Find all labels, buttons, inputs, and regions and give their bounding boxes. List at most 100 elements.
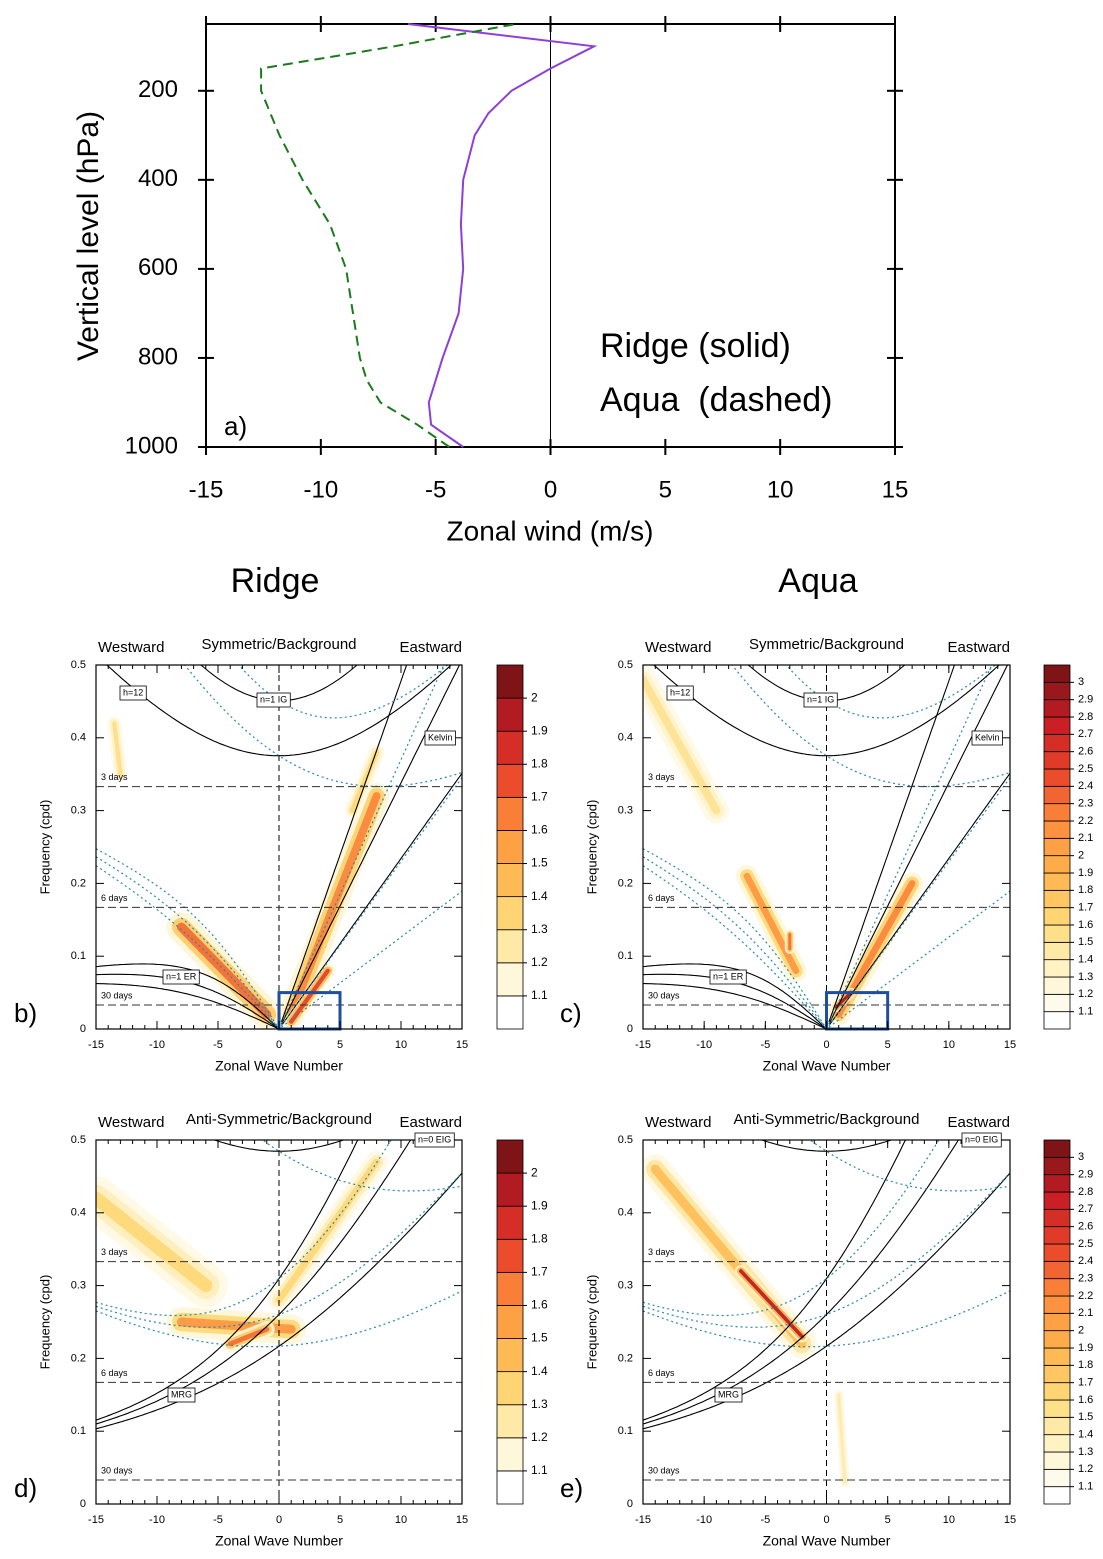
curve-label: MRG: [171, 1389, 192, 1399]
curve-label: n=1 ER: [713, 971, 744, 981]
doppler-dispersion-curve: [643, 1290, 1010, 1348]
y-tick-label: 0.4: [71, 1207, 86, 1219]
doppler-dispersion-curve: [828, 890, 1010, 1028]
x-tick-label: 0: [276, 1514, 282, 1526]
y-tick-label: 600: [138, 254, 178, 281]
y-tick-label: 400: [138, 165, 178, 192]
colorbar-box: [1043, 872, 1071, 891]
colorbar-box: [496, 1172, 524, 1207]
panel-label: c): [560, 998, 582, 1028]
colorbar-box: [1043, 1243, 1071, 1262]
curve-label: n=1 IG: [260, 694, 287, 704]
spectral-power: [643, 675, 721, 815]
x-tick-label: -10: [303, 476, 338, 503]
colorbar-box: [496, 896, 524, 931]
x-tick-label: 5: [337, 1514, 343, 1526]
curve-label: MRG: [718, 1389, 739, 1399]
y-tick-label: 0.2: [618, 1352, 633, 1364]
y-tick-label: 800: [138, 343, 178, 370]
dispersion-curve: [643, 1172, 1010, 1430]
colorbar-label: 1.9: [1078, 1342, 1093, 1354]
colorbar-label: 1.8: [1078, 884, 1093, 896]
colorbar-box: [1043, 1468, 1071, 1488]
x-tick-label: -15: [635, 1039, 651, 1051]
y-tick-label: 0.4: [618, 732, 633, 744]
colorbar-label: 1.5: [1078, 1411, 1093, 1423]
dispersion-curve: [280, 665, 461, 1025]
x-tick-label: -5: [760, 1514, 770, 1526]
x-axis-label: Zonal wind (m/s): [447, 515, 654, 546]
colorbar-box: [1043, 785, 1071, 805]
colorbar-label: 1.7: [1078, 1377, 1093, 1389]
colorbar-box: [1043, 664, 1071, 683]
colorbar-label: 1.9: [531, 723, 548, 737]
y-axis-label: Frequency (cpd): [37, 800, 52, 895]
colorbar-box: [1043, 1434, 1071, 1453]
colorbar-box: [496, 863, 524, 898]
colorbar-label: 1.6: [1078, 919, 1093, 931]
curve-label: Kelvin: [428, 732, 453, 742]
x-tick-label: -5: [425, 476, 446, 503]
profile-line: [260, 23, 517, 448]
curve-label-box: [424, 730, 456, 746]
curve-label-box: [256, 692, 291, 708]
curve-label: h=12: [123, 687, 143, 697]
dispersion-curve: [643, 1140, 906, 1421]
colorbar-label: 2.6: [1078, 1221, 1093, 1233]
colorbar-box: [496, 1371, 524, 1406]
colorbar-box: [1043, 1330, 1071, 1349]
colorbar-box: [496, 1404, 524, 1439]
spectral-power: [112, 721, 123, 777]
y-tick-label: 0: [80, 1023, 86, 1035]
doppler-dispersion-curve: [828, 777, 1010, 1026]
curve-label: n=1 ER: [166, 971, 197, 981]
header-title: Symmetric/Background: [201, 636, 356, 653]
colorbar-box: [1043, 1312, 1071, 1332]
header-title: Symmetric/Background: [749, 636, 904, 653]
spectral-power: [743, 872, 800, 975]
x-tick-label: 15: [456, 1514, 468, 1526]
period-label: 30 days: [648, 990, 680, 1000]
colorbar-box: [1043, 699, 1071, 718]
header-east: Eastward: [947, 1114, 1010, 1131]
colorbar-box: [1043, 751, 1071, 770]
y-tick-label: 0.4: [71, 732, 86, 744]
x-tick-label: -5: [213, 1039, 223, 1051]
header-east: Eastward: [399, 639, 462, 656]
plot-area: [96, 665, 462, 1029]
doppler-dispersion-curve: [731, 665, 1010, 788]
x-tick-label: -5: [760, 1039, 770, 1051]
x-tick-label: -10: [149, 1039, 165, 1051]
curve-label: h=12: [670, 687, 690, 697]
colorbar-label: 1.6: [531, 823, 548, 837]
colorbar-label: 1.8: [531, 1231, 548, 1245]
period-label: 3 days: [648, 772, 675, 782]
colorbar-box: [1043, 1191, 1071, 1210]
colorbar-box: [496, 995, 524, 1030]
colorbar-box: [496, 697, 524, 732]
spectral-power: [739, 1269, 804, 1339]
curve-label-box: [162, 969, 200, 985]
colorbar-box: [1043, 1399, 1071, 1418]
colorbar-box: [1043, 1011, 1071, 1030]
colorbar-box: [496, 1338, 524, 1373]
x-tick-label: 5: [337, 1039, 343, 1051]
dispersion-curve: [96, 1172, 462, 1430]
legend-entry: Aqua (dashed): [600, 381, 833, 419]
header-east: Eastward: [399, 1114, 462, 1131]
x-tick-label: -15: [635, 1514, 651, 1526]
dispersion-curve: [760, 1140, 893, 1152]
colorbar-box: [1043, 803, 1071, 822]
colorbar-box: [1043, 889, 1071, 909]
x-tick-label: -10: [696, 1039, 712, 1051]
colorbar-label: 2.8: [1078, 711, 1093, 723]
colorbar-label: 1.1: [531, 1463, 548, 1477]
doppler-dispersion-curve: [96, 856, 280, 1029]
curve-label: Kelvin: [975, 732, 1000, 742]
y-tick-label: 0: [627, 1498, 633, 1510]
spectral-power: [837, 1393, 847, 1484]
colorbar-label: 2.6: [1078, 746, 1093, 758]
colorbar-box: [1043, 924, 1071, 943]
x-axis-label: Zonal Wave Number: [215, 1533, 343, 1549]
colorbar-label: 1.5: [531, 856, 548, 870]
